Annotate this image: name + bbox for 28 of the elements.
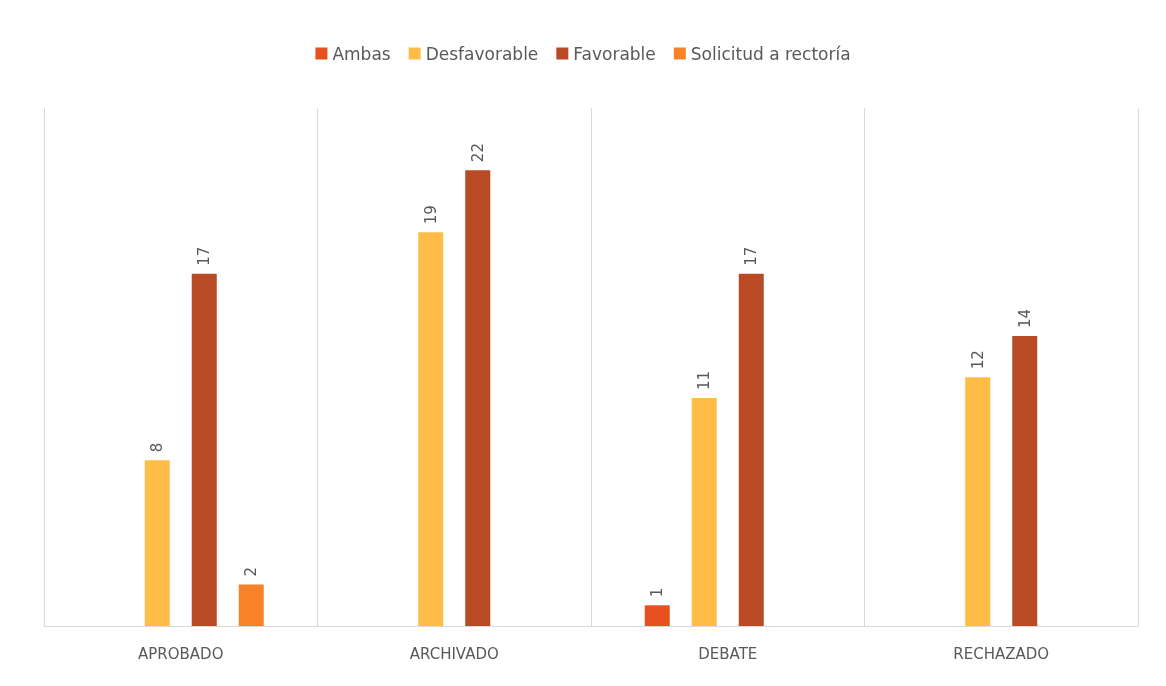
bar bbox=[238, 584, 264, 626]
bar bbox=[418, 232, 444, 626]
legend-label: Favorable bbox=[573, 43, 656, 64]
legend-label: Desfavorable bbox=[425, 43, 539, 64]
legend-label: Solicitud a rectoría bbox=[690, 43, 851, 64]
data-label: 8 bbox=[148, 442, 167, 453]
data-label: 14 bbox=[1015, 308, 1034, 328]
data-label: 19 bbox=[421, 205, 440, 225]
bar bbox=[644, 605, 670, 626]
data-label: 1 bbox=[648, 587, 667, 598]
bar bbox=[965, 377, 991, 626]
x-tick-label: RECHAZADO bbox=[953, 644, 1050, 663]
data-label: 11 bbox=[695, 370, 714, 391]
bar bbox=[738, 273, 764, 626]
data-label: 17 bbox=[195, 246, 214, 266]
legend-label: Ambas bbox=[332, 43, 391, 64]
bar bbox=[191, 273, 217, 626]
bar bbox=[144, 460, 170, 626]
data-label: 2 bbox=[242, 567, 261, 577]
bar bbox=[465, 170, 491, 626]
data-label: 12 bbox=[968, 350, 987, 370]
x-tick-label: DEBATE bbox=[698, 644, 758, 663]
data-label: 17 bbox=[742, 246, 761, 266]
x-tick-label: ARCHIVADO bbox=[409, 644, 499, 663]
bar bbox=[691, 398, 717, 626]
bar bbox=[1012, 335, 1038, 626]
data-label: 22 bbox=[468, 143, 487, 163]
x-tick-label: APROBADO bbox=[138, 644, 224, 663]
